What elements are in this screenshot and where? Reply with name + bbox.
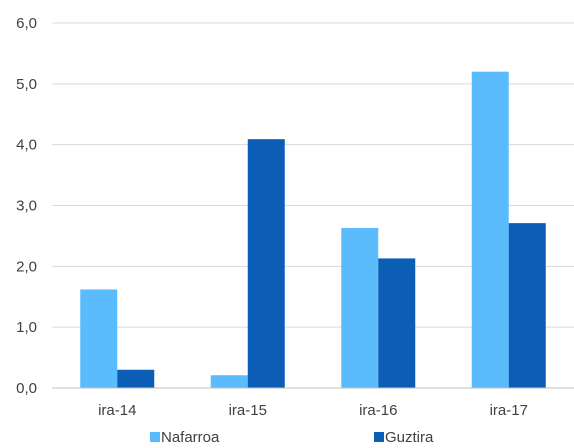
legend: Nafarroa Guztira	[150, 429, 434, 446]
y-tick-label: 4,0	[16, 137, 37, 154]
bar-guztira-ira-14	[117, 369, 155, 388]
bar-guztira-ira-15	[247, 139, 285, 388]
x-tick-label: ira-17	[490, 402, 528, 419]
legend-label-nafarroa: Nafarroa	[161, 429, 220, 446]
y-tick-label: 3,0	[16, 198, 37, 215]
bar-guztira-ira-16	[378, 258, 416, 388]
bar-nafarroa-ira-17	[471, 71, 509, 389]
bar-guztira-ira-17	[508, 223, 546, 388]
x-axis-tick-labels: ira-14 ira-15 ira-16 ira-17	[98, 402, 528, 419]
legend-swatch-guztira	[374, 432, 384, 442]
legend-swatch-nafarroa	[150, 432, 160, 442]
bar-nafarroa-ira-16	[341, 228, 379, 388]
y-tick-label: 1,0	[16, 319, 37, 336]
y-axis-tick-labels: 0,0 1,0 2,0 3,0 4,0 5,0 6,0	[16, 15, 37, 397]
x-tick-label: ira-15	[229, 402, 267, 419]
x-tick-label: ira-16	[359, 402, 397, 419]
y-tick-label: 5,0	[16, 76, 37, 93]
y-tick-label: 6,0	[16, 15, 37, 32]
bars	[80, 71, 546, 389]
bar-nafarroa-ira-14	[80, 289, 118, 388]
legend-label-guztira: Guztira	[385, 429, 434, 446]
y-tick-label: 0,0	[16, 380, 37, 397]
bar-nafarroa-ira-15	[210, 375, 248, 388]
y-tick-label: 2,0	[16, 258, 37, 275]
x-tick-label: ira-14	[98, 402, 136, 419]
